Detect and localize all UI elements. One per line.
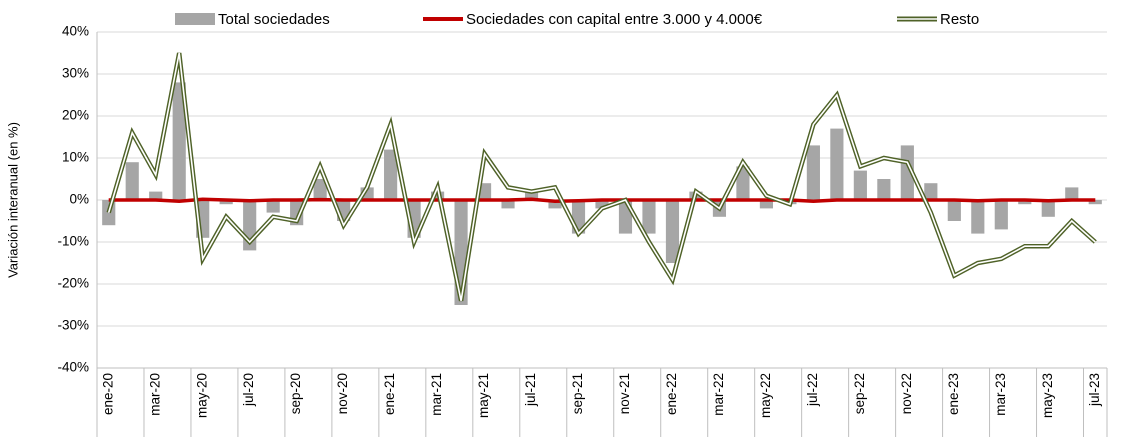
x-tick-label: may-23 (1040, 373, 1055, 418)
bar (736, 166, 750, 200)
x-tick-label: ene-21 (382, 373, 397, 415)
x-tick-label: mar-23 (993, 373, 1008, 416)
x-tick-label: ene-22 (664, 373, 679, 415)
bar (313, 179, 327, 200)
x-tick-label: mar-21 (429, 373, 444, 416)
legend-label: Sociedades con capital entre 3.000 y 4.0… (466, 11, 763, 28)
x-tick-label: jul-23 (1087, 373, 1102, 407)
legend-swatch (175, 13, 215, 25)
x-tick-label: sep-21 (570, 373, 585, 414)
y-tick-label: 30% (62, 66, 89, 81)
bar (548, 200, 562, 209)
bar (759, 200, 773, 209)
x-tick-label: jul-21 (523, 373, 538, 407)
y-tick-label: -20% (57, 276, 89, 291)
x-tick-label: may-21 (476, 373, 491, 418)
y-tick-label: -30% (57, 318, 89, 333)
bar (642, 200, 656, 234)
x-tick-label: jul-20 (241, 373, 256, 407)
bar (830, 128, 844, 200)
line (108, 197, 1096, 204)
y-tick-label: 10% (62, 150, 89, 165)
bar (806, 145, 820, 200)
bar (853, 170, 867, 200)
bar (219, 200, 233, 205)
bar (501, 200, 515, 209)
x-tick-label: sep-20 (288, 373, 303, 414)
bar (384, 149, 398, 200)
x-tick-label: nov-21 (617, 373, 632, 414)
bar (595, 200, 609, 209)
y-axis-label: Variación interanual (en %) (5, 122, 20, 278)
x-tick-label: may-22 (758, 373, 773, 418)
bar (1088, 200, 1102, 205)
line-inner (107, 52, 1096, 301)
y-tick-label: 40% (62, 24, 89, 39)
bar (1018, 200, 1032, 205)
x-tick-label: ene-23 (946, 373, 961, 415)
bar (1041, 200, 1055, 217)
bar (266, 200, 280, 213)
bar (900, 145, 914, 200)
legend-label: Total sociedades (218, 11, 330, 28)
y-tick-label: 0% (69, 192, 89, 207)
x-tick-label: ene-20 (100, 373, 115, 415)
line (106, 52, 1097, 302)
x-tick-label: nov-20 (335, 373, 350, 414)
bar (665, 200, 680, 263)
x-tick-label: may-20 (194, 373, 209, 418)
x-tick-label: mar-22 (711, 373, 726, 416)
y-tick-label: 20% (62, 108, 89, 123)
x-tick-label: jul-22 (805, 373, 820, 407)
bar (877, 179, 891, 200)
bar (1065, 187, 1079, 200)
x-tick-label: nov-22 (899, 373, 914, 414)
bar (994, 200, 1008, 230)
legend-label: Resto (940, 11, 979, 28)
bar (149, 191, 163, 200)
bar (172, 82, 186, 200)
bar (125, 162, 139, 200)
bar (947, 200, 961, 221)
y-tick-label: -40% (57, 360, 89, 375)
x-tick-label: sep-22 (852, 373, 867, 414)
bar (924, 183, 938, 200)
y-tick-label: -10% (57, 234, 89, 249)
bar (524, 191, 539, 200)
x-tick-label: mar-20 (147, 373, 162, 416)
bar (971, 200, 985, 234)
